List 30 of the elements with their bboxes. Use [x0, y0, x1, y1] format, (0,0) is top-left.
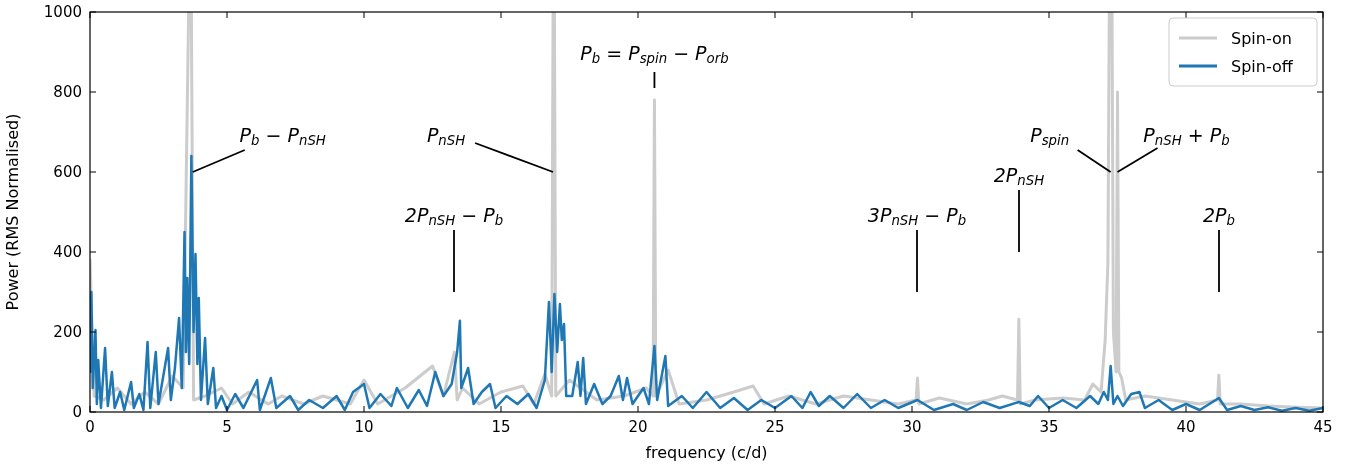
x-tick-label: 45 [1313, 418, 1333, 436]
y-tick-label: 0 [72, 403, 82, 422]
annotation: 2P$_{b}$ [1203, 204, 1235, 229]
annotation: P$_{nSH}$ + P$_{b}$ [1143, 124, 1230, 149]
annotation: P$_{b}$ = P$_{spin}$ − P$_{orb}$ [580, 42, 729, 67]
x-tick-label: 5 [222, 418, 232, 436]
annotation: P$_{nSH}$ [426, 124, 466, 149]
x-tick-label: 35 [1039, 418, 1059, 436]
y-tick-label: 1000 [43, 3, 82, 22]
annotation: 2P$_{nSH}$ − P$_{b}$ [404, 204, 504, 229]
legend-label: Spin-off [1231, 56, 1294, 76]
x-tick-label: 20 [628, 418, 648, 436]
x-tick-label: 0 [85, 418, 95, 436]
y-tick-label: 800 [53, 83, 82, 102]
y-tick-label: 200 [53, 323, 82, 342]
annotation: 2P$_{nSH}$ [993, 164, 1045, 189]
x-tick-label: 25 [765, 418, 785, 436]
annotation: P$_{spin}$ [1030, 124, 1070, 149]
line-series [90, 154, 1323, 412]
x-axis-title: frequency (c/d) [645, 443, 768, 462]
x-tick-label: 40 [1176, 418, 1196, 436]
legend-label: Spin-on [1231, 28, 1292, 48]
annotation: 3P$_{nSH}$ − P$_{b}$ [867, 204, 967, 229]
annotation: P$_{b}$ − P$_{nSH}$ [239, 124, 326, 149]
x-tick-label: 30 [902, 418, 922, 436]
y-axis-title: Power (RMS Normalised) [3, 113, 22, 311]
y-tick-label: 400 [53, 243, 82, 262]
x-tick-label: 10 [354, 418, 374, 436]
y-tick-label: 600 [53, 163, 82, 182]
x-tick-label: 15 [491, 418, 511, 436]
